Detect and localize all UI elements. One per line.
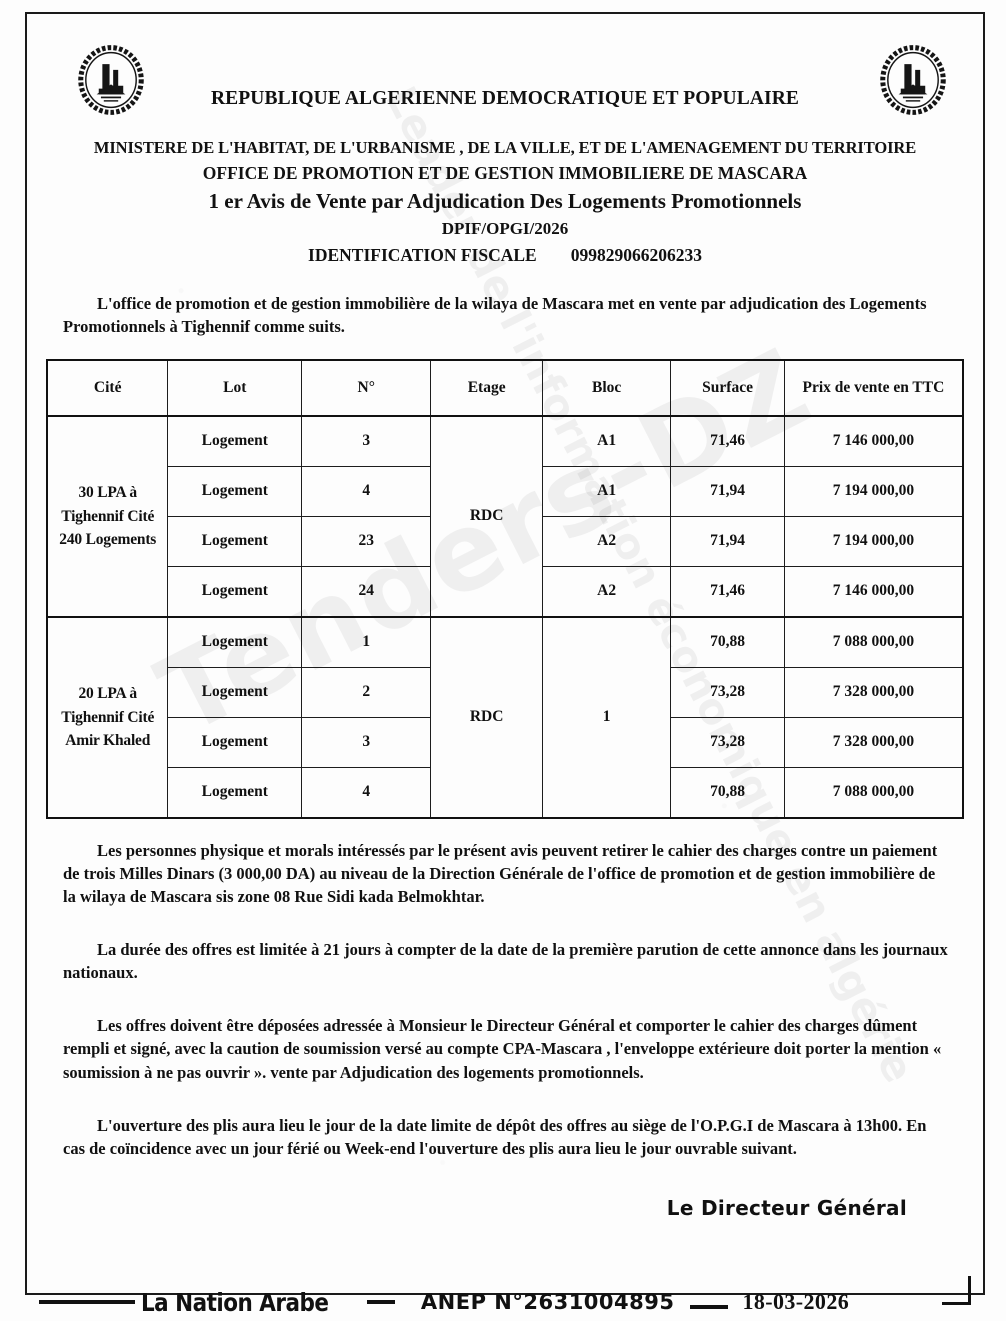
cell-prix: 7 328 000,00 <box>783 716 964 768</box>
footer-date: 18-03-2026 <box>742 1289 850 1314</box>
fiscal-number: 099829066206233 <box>570 245 702 265</box>
cell-bloc: 1 <box>542 615 672 819</box>
footer-anep-number: ANEP N°2631004895 <box>420 1290 675 1314</box>
cell-surface: 71,46 <box>670 565 785 618</box>
paragraph-opening-session: L'ouverture des plis aura lieu le jour d… <box>63 1115 927 1158</box>
cell-prix: 7 088 000,00 <box>783 766 964 819</box>
cell-cite: 20 LPA à Tighennif Cité Amir Khaled <box>46 615 169 819</box>
opgi-building-emblem-icon <box>75 44 147 116</box>
cell-bloc: A2 <box>542 515 672 567</box>
cell-lot: Logement <box>167 615 303 668</box>
footer-rule-mid <box>366 1300 395 1304</box>
document-footer: La Nation Arabe ANEP N°2631004895 18-03-… <box>25 1249 985 1321</box>
cell-surface: 73,28 <box>670 716 785 768</box>
cell-cite: 30 LPA à Tighennif Cité 240 Logements <box>46 414 169 618</box>
table-row: 30 LPA à Tighennif Cité 240 Logements Lo… <box>46 414 964 618</box>
lots-table-wrapper: Cité Lot N° Etage Bloc Surface Prix de v… <box>46 358 964 819</box>
table-row: Logement 3 73,28 7 328 000,00 <box>47 716 964 768</box>
cell-surface: 71,94 <box>670 515 785 567</box>
document-body: REPUBLIQUE ALGERIENNE DEMOCRATIQUE ET PO… <box>25 12 985 1295</box>
opgi-building-emblem-icon-right <box>877 44 949 116</box>
cell-bloc: A2 <box>542 565 672 618</box>
cell-numero: 2 <box>301 666 432 718</box>
intro-paragraph: L'office de promotion et de gestion immo… <box>63 294 927 337</box>
column-header-etage: Etage <box>430 359 544 417</box>
page-title: 1 er Avis de Vente par Adjudication Des … <box>208 189 802 213</box>
cell-numero: 4 <box>301 766 432 819</box>
cell-bloc: A1 <box>542 465 672 517</box>
footer-brand-logo: La Nation Arabe <box>141 1287 329 1317</box>
fiscal-label: IDENTIFICATION FISCALE <box>308 245 537 265</box>
table-row: Logement 4 70,88 7 088 000,00 <box>47 766 964 819</box>
footer-rule-right <box>690 1305 729 1309</box>
cell-prix: 7 146 000,00 <box>783 414 964 467</box>
signature-director-general: Le Directeur Général <box>666 1195 907 1220</box>
cell-numero: 3 <box>301 716 432 768</box>
cell-lot: Logement <box>167 716 303 768</box>
cell-lot: Logement <box>167 565 303 618</box>
cell-etage: RDC <box>430 414 544 618</box>
table-row: Logement 24 A2 71,46 7 146 000,00 <box>47 565 964 618</box>
reference-code: DPIF/OPGI/2026 <box>441 219 569 238</box>
cell-prix: 7 088 000,00 <box>783 615 964 668</box>
cell-lot: Logement <box>167 414 303 467</box>
lots-table: Cité Lot N° Etage Bloc Surface Prix de v… <box>46 358 964 819</box>
cell-lot: Logement <box>167 766 303 819</box>
office-line: OFFICE DE PROMOTION ET DE GESTION IMMOBI… <box>202 163 808 183</box>
cell-etage: RDC <box>430 615 544 819</box>
cell-surface: 73,28 <box>670 666 785 718</box>
table-row: Logement 2 73,28 7 328 000,00 <box>47 666 964 718</box>
cell-lot: Logement <box>167 515 303 567</box>
cell-numero: 4 <box>301 465 432 517</box>
cell-numero: 3 <box>301 414 432 467</box>
paragraph-submission-instructions: Les offres doivent être déposées adressé… <box>63 1016 942 1082</box>
cell-prix: 7 328 000,00 <box>783 666 964 718</box>
page-border-frame <box>25 12 985 1295</box>
table-row: Logement 4 A1 71,94 7 194 000,00 <box>47 465 964 517</box>
document-header: REPUBLIQUE ALGERIENNE DEMOCRATIQUE ET PO… <box>25 88 985 266</box>
footer-rule-left <box>39 1300 135 1304</box>
cell-surface: 70,88 <box>670 615 785 668</box>
column-header-bloc: Bloc <box>542 359 672 417</box>
cell-numero: 24 <box>301 565 432 618</box>
republic-title: REPUBLIQUE ALGERIENNE DEMOCRATIQUE ET PO… <box>211 88 799 109</box>
cell-surface: 70,88 <box>670 766 785 819</box>
cell-prix: 7 146 000,00 <box>783 565 964 618</box>
column-header-prix: Prix de vente en TTC <box>783 359 964 417</box>
cell-lot: Logement <box>167 465 303 517</box>
cell-lot: Logement <box>167 666 303 718</box>
table-header-row: Cité Lot N° Etage Bloc Surface Prix de v… <box>46 359 964 417</box>
ministry-line: MINISTERE DE L'HABITAT, DE L'URBANISME ,… <box>93 138 917 157</box>
cell-prix: 7 194 000,00 <box>783 465 964 517</box>
table-row: 20 LPA à Tighennif Cité Amir Khaled Loge… <box>46 615 964 819</box>
column-header-numero: N° <box>301 359 432 417</box>
column-header-cite: Cité <box>46 359 169 417</box>
cell-surface: 71,94 <box>670 465 785 517</box>
cell-prix: 7 194 000,00 <box>783 515 964 567</box>
cell-numero: 1 <box>301 615 432 668</box>
paragraph-withdrawal-conditions: Les personnes physique et morals intéres… <box>63 840 938 907</box>
column-header-surface: Surface <box>670 359 785 417</box>
fiscal-identification: IDENTIFICATION FISCALE 099829066206233 <box>25 245 985 266</box>
table-row: Logement 23 A2 71,94 7 194 000,00 <box>47 515 964 567</box>
cell-surface: 71,46 <box>670 414 785 467</box>
page-border-corner <box>942 1276 971 1305</box>
cell-bloc: A1 <box>542 414 672 467</box>
cell-numero: 23 <box>301 515 432 567</box>
column-header-lot: Lot <box>167 359 303 417</box>
paragraph-offer-duration: La durée des offres est limitée à 21 jou… <box>63 940 948 983</box>
